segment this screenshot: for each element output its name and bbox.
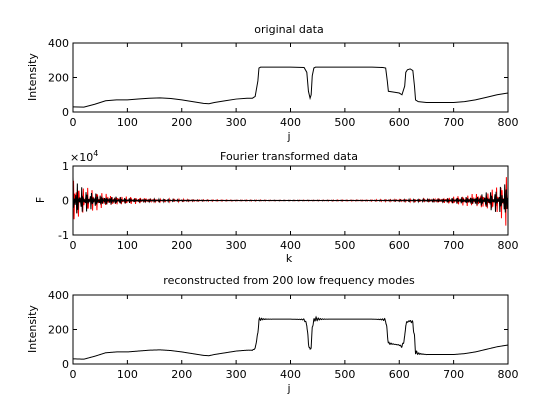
x-tick-label: 600 [389, 368, 410, 381]
subplot-reconstructed-xlabel: j [286, 382, 290, 395]
subplot-fourier-multiplier-exponent: 4 [93, 149, 98, 158]
subplot-original: original data Intensity j 0 100 200 300 400 5… [26, 23, 519, 143]
subplot-reconstructed-ticks: 0 100 200 300 400 500 600 700 800 0 200 400 [48, 289, 519, 381]
x-tick-label: 100 [117, 116, 138, 129]
x-tick-label: 400 [280, 368, 301, 381]
x-tick-label: 100 [117, 239, 138, 252]
subplot-original-ylabel: Intensity [26, 53, 39, 101]
y-tick-label: 200 [48, 324, 69, 337]
x-tick-label: 500 [334, 116, 355, 129]
x-tick-label: 0 [70, 116, 77, 129]
subplot-fourier-series [73, 176, 508, 226]
x-tick-label: 800 [498, 239, 519, 252]
y-tick-label: 0 [62, 195, 69, 208]
subplot-reconstructed: reconstructed from 200 low frequency mod… [26, 274, 519, 395]
x-tick-label: 200 [171, 368, 192, 381]
y-tick-label: 400 [48, 37, 69, 50]
x-tick-label: 100 [117, 368, 138, 381]
x-tick-label: 200 [171, 239, 192, 252]
subplot-reconstructed-axes [72, 294, 509, 365]
series-line [73, 176, 508, 214]
x-tick-label: 500 [334, 368, 355, 381]
x-tick-label: 300 [226, 116, 247, 129]
subplot-original-series [73, 66, 508, 108]
subplot-original-axes [72, 42, 509, 113]
x-tick-label: 600 [389, 116, 410, 129]
subplot-fourier-axes [72, 165, 509, 236]
x-tick-label: 0 [70, 239, 77, 252]
x-tick-label: 300 [226, 368, 247, 381]
y-tick-label: 400 [48, 289, 69, 302]
x-tick-label: 400 [280, 116, 301, 129]
x-tick-label: 200 [171, 116, 192, 129]
x-tick-label: 700 [443, 116, 464, 129]
subplot-fourier-multiplier-base: ×10 [70, 151, 93, 164]
subplot-fourier-xlabel: k [286, 252, 293, 265]
x-tick-label: 800 [498, 368, 519, 381]
subplot-reconstructed-title: reconstructed from 200 low frequency mod… [163, 274, 415, 287]
subplot-fourier-multiplier: ×104 [70, 149, 98, 164]
y-tick-label: 200 [48, 72, 69, 85]
subplot-reconstructed-series [73, 315, 508, 360]
x-tick-label: 600 [389, 239, 410, 252]
subplot-fourier-ticks: 0 100 200 300 400 500 600 700 800-101 [58, 160, 518, 252]
subplot-original-xlabel: j [286, 130, 290, 143]
x-tick-label: 700 [443, 368, 464, 381]
subplot-original-ticks: 0 100 200 300 400 500 600 700 800 0 200 400 [48, 37, 519, 129]
subplot-reconstructed-ylabel: Intensity [26, 305, 39, 353]
x-tick-label: 400 [280, 239, 301, 252]
x-tick-label: 0 [70, 368, 77, 381]
y-tick-label: 0 [62, 106, 69, 119]
series-line [73, 315, 508, 360]
x-tick-label: 500 [334, 239, 355, 252]
subplot-fourier: Fourier transformed data ×104 F k 0 100 20… [34, 149, 519, 265]
subplot-fourier-title: Fourier transformed data [220, 150, 358, 163]
series-line [73, 66, 508, 108]
y-tick-label: 1 [62, 160, 69, 173]
subplot-original-title: original data [254, 23, 323, 36]
x-tick-label: 800 [498, 116, 519, 129]
subplot-fourier-ylabel: F [34, 197, 47, 203]
y-tick-label: -1 [58, 229, 69, 242]
x-tick-label: 300 [226, 239, 247, 252]
x-tick-label: 700 [443, 239, 464, 252]
y-tick-label: 0 [62, 358, 69, 371]
